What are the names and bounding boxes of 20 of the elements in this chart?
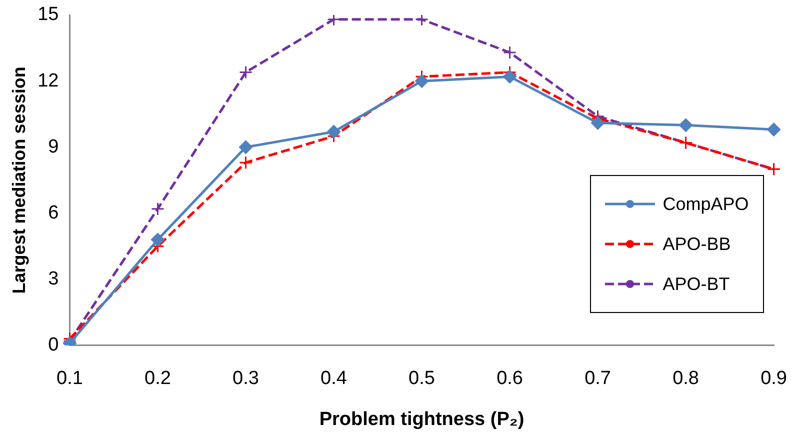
y-axis-title: Largest mediation session	[8, 66, 29, 294]
x-axis-title: Problem tightness (P₂)	[319, 408, 524, 430]
x-tick-label: 0.1	[56, 368, 83, 390]
x-tick-label: 0.7	[584, 368, 611, 390]
y-tick-label: 12	[38, 70, 59, 92]
y-tick-label: 15	[38, 4, 59, 26]
x-tick-label: 0.2	[144, 368, 171, 390]
y-tick-label: 0	[48, 334, 59, 356]
x-tick-label: 0.5	[408, 368, 435, 390]
x-tick-label: 0.8	[672, 368, 699, 390]
y-tick-label: 9	[48, 136, 59, 158]
y-tick-label: 3	[48, 268, 59, 290]
x-tick-label: 0.4	[320, 368, 348, 390]
y-tick-label: 6	[48, 202, 59, 224]
x-tick-label: 0.3	[232, 368, 259, 390]
x-tick-label: 0.9	[760, 368, 788, 390]
legend-label: APO-BB	[662, 234, 731, 255]
legend-label: CompAPO	[662, 194, 749, 215]
legend-label: APO-BT	[662, 274, 730, 295]
x-tick-label: 0.6	[496, 368, 523, 390]
